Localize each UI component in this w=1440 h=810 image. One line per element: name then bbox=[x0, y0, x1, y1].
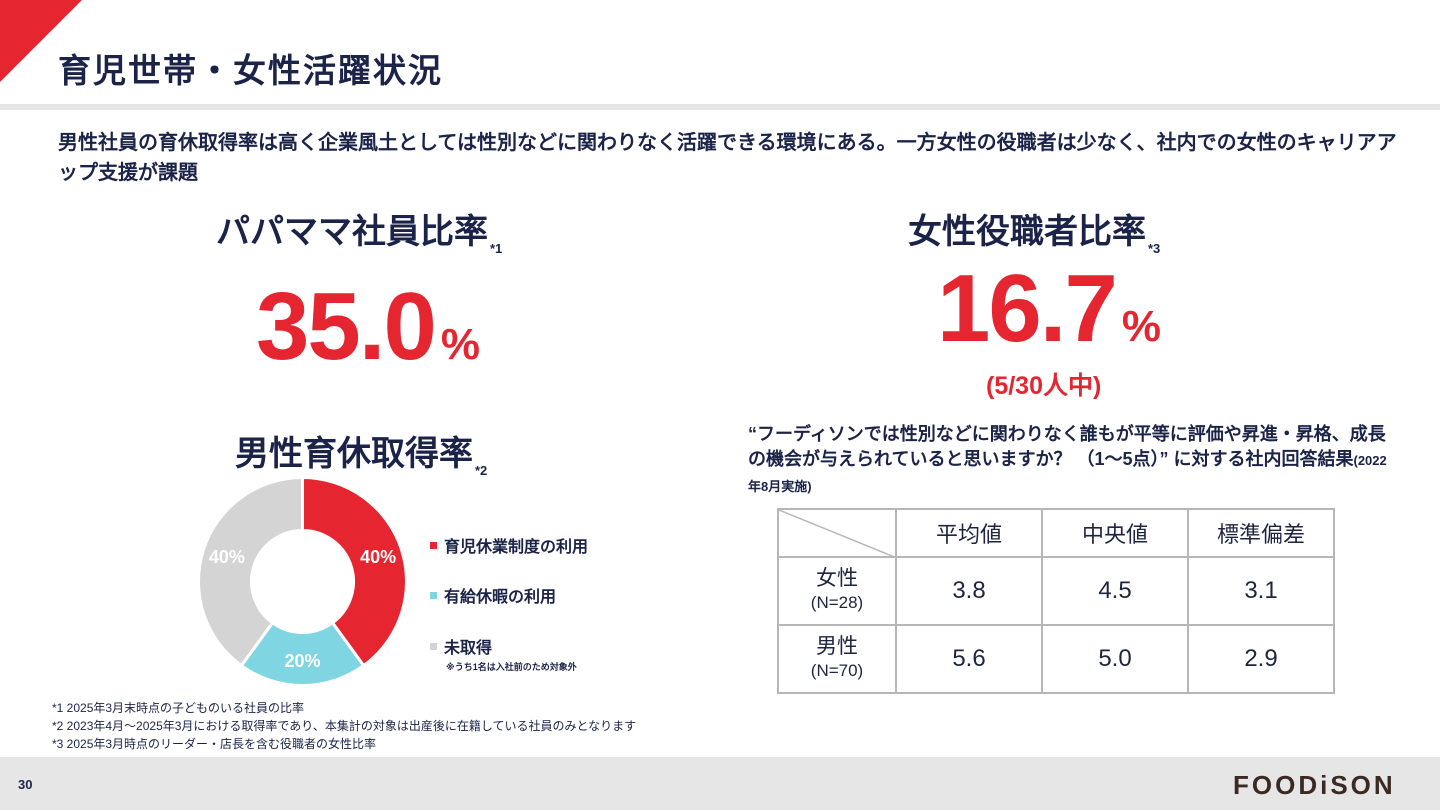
kpi-papamama-unit: % bbox=[440, 320, 480, 369]
table-cell: 5.0 bbox=[1041, 624, 1189, 694]
legend-swatch-gray bbox=[430, 642, 437, 650]
kpi-papamama-number: 35.0 bbox=[256, 273, 437, 380]
table-cell: 3.8 bbox=[895, 556, 1043, 626]
row-label-text: 女性 bbox=[816, 567, 858, 590]
page-title: 育児世帯・女性活躍状況 bbox=[58, 52, 443, 89]
title-divider bbox=[0, 104, 1440, 110]
corner-accent bbox=[0, 0, 82, 82]
footnotes: *1 2025年3月末時点の子どものいる社員の比率 *2 2023年4月～202… bbox=[52, 699, 636, 753]
footnote-1: *1 2025年3月末時点の子どものいる社員の比率 bbox=[52, 701, 305, 715]
table-header-row: 平均値 中央値 標準偏差 bbox=[777, 508, 1335, 558]
kpi-female-managers-title: 女性役職者比率 *3 bbox=[908, 204, 1160, 256]
column-header-stddev: 標準偏差 bbox=[1187, 508, 1335, 558]
table-cell: 3.1 bbox=[1187, 556, 1335, 626]
legend-label: 有給休暇の利用 bbox=[444, 589, 557, 606]
survey-date: (2022年8月実施) bbox=[748, 453, 1387, 494]
donut-slice-label-0: 40% bbox=[360, 547, 396, 567]
kpi-papamama-title: パパママ社員比率 *1 bbox=[216, 204, 502, 256]
row-label-text: 男性 bbox=[816, 635, 858, 658]
kpi-female-managers-detail: (5/30人中) bbox=[986, 372, 1102, 400]
legend-note: ※うち1名は入社前のため対象外 bbox=[446, 662, 577, 672]
table-row: 男性 (N=70) 5.6 5.0 2.9 bbox=[777, 624, 1335, 694]
kpi-female-managers-value: 16.7% bbox=[937, 254, 1161, 364]
lead-text: 男性社員の育休取得率は高く企業風土としては性別などに関わりなく活躍できる環境にあ… bbox=[58, 132, 1397, 184]
brand-logo: FOODiSON bbox=[1233, 770, 1396, 800]
survey-question-text: “フーディソンでは性別などに関わりなく誰もが平等に評価や昇進・昇格、成長の機会が… bbox=[748, 424, 1386, 469]
column-header-median: 中央値 bbox=[1041, 508, 1189, 558]
kpi-female-managers-note-mark: *3 bbox=[1148, 241, 1161, 256]
paternity-title: 男性育休取得率 *2 bbox=[235, 426, 487, 478]
donut-slice-0 bbox=[301, 475, 408, 668]
legend-item-paid-leave: 有給休暇の利用 bbox=[430, 583, 556, 607]
row-label-female: 女性 (N=28) bbox=[777, 556, 897, 626]
diagonal-line bbox=[779, 510, 897, 558]
paternity-donut-chart: 40% 20% 40% bbox=[197, 475, 408, 687]
donut-slice-1 bbox=[239, 620, 366, 687]
kpi-papamama-value: 35.0% bbox=[256, 272, 480, 382]
legend-swatch-red bbox=[430, 541, 437, 549]
kpi-female-managers-title-text: 女性役職者比率 bbox=[908, 213, 1146, 251]
column-header-mean: 平均値 bbox=[895, 508, 1043, 558]
footnote-3: *3 2025年3月時点のリーダー・店長を含む役職者の女性比率 bbox=[52, 737, 377, 751]
row-label-n: (N=28) bbox=[810, 593, 864, 612]
table-cell: 2.9 bbox=[1187, 624, 1335, 694]
kpi-papamama-title-text: パパママ社員比率 bbox=[216, 213, 488, 251]
donut-slice-label-2: 40% bbox=[209, 547, 245, 567]
legend-label: 育児休業制度の利用 bbox=[444, 539, 589, 556]
paternity-title-text: 男性育休取得率 bbox=[235, 435, 473, 473]
table-row: 女性 (N=28) 3.8 4.5 3.1 bbox=[777, 556, 1335, 626]
legend-swatch-cyan bbox=[430, 591, 437, 599]
survey-results-table: 平均値 中央値 標準偏差 女性 (N=28) 3.8 4.5 3.1 男性 (N… bbox=[777, 508, 1335, 694]
kpi-female-managers-number: 16.7 bbox=[937, 255, 1118, 362]
paternity-note-mark: *2 bbox=[475, 463, 488, 478]
legend-item-not-taken: 未取得 ※うち1名は入社前のため対象外 bbox=[430, 634, 577, 673]
row-label-n: (N=70) bbox=[810, 661, 864, 680]
legend-item-childcare-leave: 育児休業制度の利用 bbox=[430, 533, 588, 557]
donut-slice-label-1: 20% bbox=[284, 651, 320, 671]
kpi-papamama-note-mark: *1 bbox=[490, 241, 503, 256]
footnote-2: *2 2023年4月～2025年3月における取得率であり、本集計の対象は出産後に… bbox=[52, 719, 637, 733]
footer-bar bbox=[0, 757, 1440, 810]
table-cell: 5.6 bbox=[895, 624, 1043, 694]
kpi-female-managers-unit: % bbox=[1121, 302, 1161, 351]
row-label-male: 男性 (N=70) bbox=[777, 624, 897, 694]
legend-label: 未取得 bbox=[444, 640, 493, 657]
table-cell: 4.5 bbox=[1041, 556, 1189, 626]
table-corner-cell bbox=[777, 508, 897, 558]
page-number: 30 bbox=[18, 777, 33, 792]
survey-question: “フーディソンでは性別などに関わりなく誰もが平等に評価や昇進・昇格、成長の機会が… bbox=[748, 422, 1388, 499]
donut-slice-2 bbox=[197, 475, 304, 668]
